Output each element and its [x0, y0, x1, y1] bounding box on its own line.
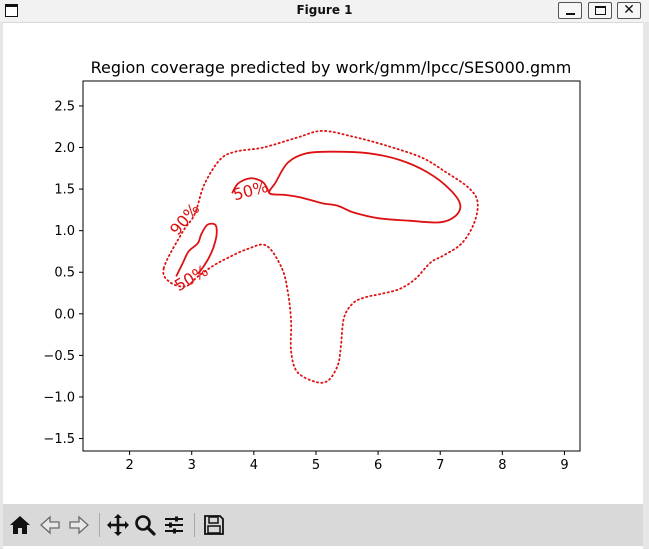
contour-labels: 90%50%50% — [166, 177, 270, 295]
contour-label: 50% — [231, 177, 270, 205]
home-icon — [10, 516, 30, 534]
minimize-icon — [566, 13, 575, 15]
x-tick-label: 4 — [250, 458, 258, 473]
pan-icon — [107, 514, 129, 536]
contour-50-line — [268, 150, 462, 224]
contour-label: 50% — [171, 261, 211, 295]
forward-icon — [69, 515, 89, 535]
contour-90-line — [162, 129, 479, 384]
y-tick-label: −0.5 — [43, 349, 75, 364]
contour-lines — [162, 129, 479, 384]
y-tick-label: 2.5 — [54, 99, 75, 114]
forward-button[interactable] — [66, 512, 92, 538]
configure-subplots-button[interactable] — [161, 512, 187, 538]
back-button[interactable] — [37, 512, 63, 538]
window-titlebar: Figure 1 ✕ — [0, 0, 649, 23]
navigation-toolbar — [3, 504, 643, 546]
toolbar-separator — [99, 513, 100, 537]
save-button[interactable] — [201, 512, 227, 538]
x-tick-label: 3 — [188, 458, 196, 473]
maximize-icon — [595, 6, 606, 15]
close-icon: ✕ — [623, 2, 635, 18]
window-border-right — [643, 22, 649, 549]
configure-subplots-icon — [165, 516, 183, 534]
x-tick-label: 6 — [374, 458, 382, 473]
x-axis: 2 3 4 5 6 7 8 9 — [125, 451, 569, 473]
contour-50-line — [175, 222, 218, 277]
home-button[interactable] — [7, 512, 33, 538]
close-button[interactable]: ✕ — [617, 2, 641, 19]
contour-50-line — [231, 177, 271, 194]
maximize-button[interactable] — [588, 2, 612, 19]
y-tick-label: 0.0 — [54, 307, 75, 322]
x-tick-label: 2 — [125, 458, 133, 473]
x-tick-label: 9 — [560, 458, 568, 473]
y-tick-label: 2.0 — [54, 141, 75, 156]
x-tick-label: 8 — [498, 458, 506, 473]
y-tick-label: −1.0 — [43, 390, 75, 405]
back-icon — [40, 515, 60, 535]
toolbar-separator — [194, 513, 195, 537]
figure-canvas[interactable]: Region coverage predicted by work/gmm/lp… — [3, 23, 643, 503]
window-title: Figure 1 — [296, 3, 353, 17]
y-axis: −1.5 −1.0 −0.5 0.0 0.5 1.0 1.5 2.0 2.5 — [43, 99, 83, 447]
zoom-button[interactable] — [132, 512, 158, 538]
pan-button[interactable] — [105, 512, 131, 538]
y-tick-label: 1.0 — [54, 224, 75, 239]
chart-title: Region coverage predicted by work/gmm/lp… — [91, 58, 572, 77]
y-tick-label: −1.5 — [43, 432, 75, 447]
minimize-button[interactable] — [558, 2, 582, 19]
x-tick-label: 5 — [312, 458, 320, 473]
zoom-icon — [135, 515, 156, 536]
y-tick-label: 0.5 — [54, 266, 75, 281]
window-border-left — [0, 22, 3, 549]
plot-frame — [82, 80, 581, 452]
save-icon — [204, 515, 224, 535]
y-tick-label: 1.5 — [54, 183, 75, 198]
contour-chart: Region coverage predicted by work/gmm/lp… — [43, 58, 581, 473]
app-window-icon — [5, 4, 18, 17]
x-tick-label: 7 — [436, 458, 444, 473]
